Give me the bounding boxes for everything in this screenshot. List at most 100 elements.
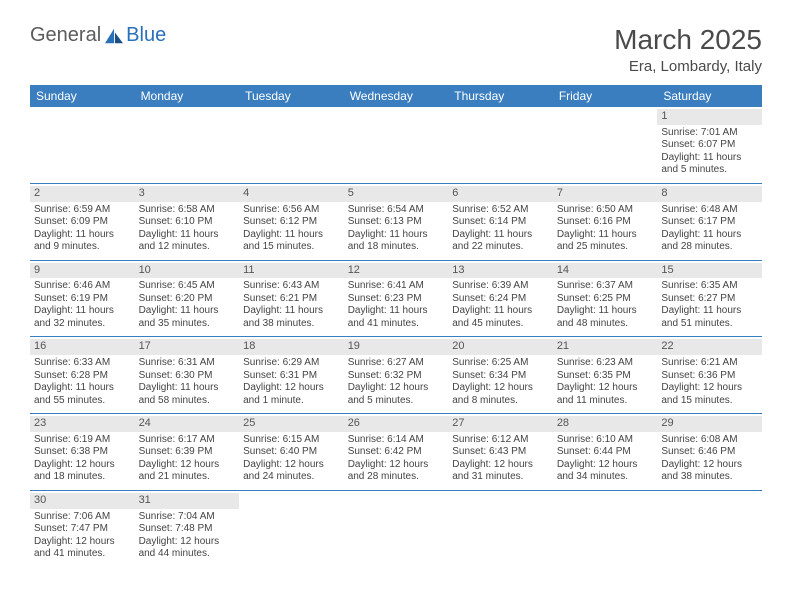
sunrise-text: Sunrise: 6:39 AM xyxy=(452,280,549,293)
daylight-text: Daylight: 12 hours and 11 minutes. xyxy=(557,382,654,407)
sunrise-text: Sunrise: 6:21 AM xyxy=(661,357,758,370)
day-number: 10 xyxy=(135,263,240,279)
calendar-cell xyxy=(448,107,553,183)
sunset-text: Sunset: 6:36 PM xyxy=(661,370,758,383)
calendar-week-row: 9Sunrise: 6:46 AMSunset: 6:19 PMDaylight… xyxy=(30,260,762,337)
sunset-text: Sunset: 6:10 PM xyxy=(139,216,236,229)
day-number: 13 xyxy=(448,263,553,279)
weekday-header: Tuesday xyxy=(239,85,344,107)
calendar-cell: 24 Sunrise: 6:17 AMSunset: 6:39 PMDayligh… xyxy=(135,414,240,491)
sunrise-text: Sunrise: 6:52 AM xyxy=(452,204,549,217)
sunrise-text: Sunrise: 6:41 AM xyxy=(348,280,445,293)
daylight-text: Daylight: 11 hours and 41 minutes. xyxy=(348,305,445,330)
sunrise-text: Sunrise: 6:43 AM xyxy=(243,280,340,293)
sunrise-text: Sunrise: 6:59 AM xyxy=(34,204,131,217)
sunset-text: Sunset: 6:17 PM xyxy=(661,216,758,229)
daylight-text: Daylight: 11 hours and 45 minutes. xyxy=(452,305,549,330)
day-number: 22 xyxy=(657,339,762,355)
logo: GeneralBlue xyxy=(30,24,166,47)
calendar-cell: 20Sunrise: 6:25 AMSunset: 6:34 PMDayligh… xyxy=(448,337,553,414)
daylight-text: Daylight: 11 hours and 28 minutes. xyxy=(661,229,758,254)
calendar-cell: 9Sunrise: 6:46 AMSunset: 6:19 PMDaylight… xyxy=(30,260,135,337)
sunset-text: Sunset: 6:27 PM xyxy=(661,293,758,306)
calendar-cell: 22Sunrise: 6:21 AMSunset: 6:36 PMDayligh… xyxy=(657,337,762,414)
sunset-text: Sunset: 6:30 PM xyxy=(139,370,236,383)
daylight-text: Daylight: 11 hours and 48 minutes. xyxy=(557,305,654,330)
sunset-text: Sunset: 6:19 PM xyxy=(34,293,131,306)
sunrise-text: Sunrise: 6:10 AM xyxy=(557,434,654,447)
daylight-text: Daylight: 12 hours and 38 minutes. xyxy=(661,459,758,484)
calendar-week-row: 16Sunrise: 6:33 AMSunset: 6:28 PMDayligh… xyxy=(30,337,762,414)
sunset-text: Sunset: 6:39 PM xyxy=(139,446,236,459)
calendar-week-row: 2Sunrise: 6:59 AMSunset: 6:09 PMDaylight… xyxy=(30,183,762,260)
weekday-header: Saturday xyxy=(657,85,762,107)
sunrise-text: Sunrise: 7:04 AM xyxy=(139,511,236,524)
sunrise-text: Sunrise: 6:29 AM xyxy=(243,357,340,370)
sunrise-text: Sunrise: 6:23 AM xyxy=(557,357,654,370)
daylight-text: Daylight: 11 hours and 5 minutes. xyxy=(661,152,758,177)
weekday-header: Monday xyxy=(135,85,240,107)
daylight-text: Daylight: 11 hours and 18 minutes. xyxy=(348,229,445,254)
weekday-header-row: Sunday Monday Tuesday Wednesday Thursday… xyxy=(30,85,762,107)
calendar-cell: 17Sunrise: 6:31 AMSunset: 6:30 PMDayligh… xyxy=(135,337,240,414)
daylight-text: Daylight: 12 hours and 34 minutes. xyxy=(557,459,654,484)
location-subtitle: Era, Lombardy, Italy xyxy=(614,58,762,75)
sunset-text: Sunset: 6:38 PM xyxy=(34,446,131,459)
calendar-cell: 6Sunrise: 6:52 AMSunset: 6:14 PMDaylight… xyxy=(448,183,553,260)
sunrise-text: Sunrise: 6:31 AM xyxy=(139,357,236,370)
calendar-cell: 4Sunrise: 6:56 AMSunset: 6:12 PMDaylight… xyxy=(239,183,344,260)
weekday-header: Thursday xyxy=(448,85,553,107)
day-number: 17 xyxy=(135,339,240,355)
calendar-cell: 19Sunrise: 6:27 AMSunset: 6:32 PMDayligh… xyxy=(344,337,449,414)
sunrise-text: Sunrise: 6:19 AM xyxy=(34,434,131,447)
calendar-cell xyxy=(239,107,344,183)
daylight-text: Daylight: 11 hours and 25 minutes. xyxy=(557,229,654,254)
sunrise-text: Sunrise: 6:37 AM xyxy=(557,280,654,293)
sunset-text: Sunset: 6:25 PM xyxy=(557,293,654,306)
sunrise-text: Sunrise: 6:50 AM xyxy=(557,204,654,217)
sunrise-text: Sunrise: 7:01 AM xyxy=(661,127,758,140)
sunrise-text: Sunrise: 6:17 AM xyxy=(139,434,236,447)
calendar-cell xyxy=(553,490,658,566)
sunrise-text: Sunrise: 6:12 AM xyxy=(452,434,549,447)
calendar-cell: 23Sunrise: 6:19 AMSunset: 6:38 PMDayligh… xyxy=(30,414,135,491)
sunset-text: Sunset: 6:14 PM xyxy=(452,216,549,229)
daylight-text: Daylight: 12 hours and 5 minutes. xyxy=(348,382,445,407)
calendar-cell: 29Sunrise: 6:08 AMSunset: 6:46 PMDayligh… xyxy=(657,414,762,491)
sunrise-text: Sunrise: 6:08 AM xyxy=(661,434,758,447)
day-number: 24 xyxy=(135,416,240,432)
sunrise-text: Sunrise: 6:35 AM xyxy=(661,280,758,293)
day-number: 31 xyxy=(135,493,240,509)
calendar-cell: 7Sunrise: 6:50 AMSunset: 6:16 PMDaylight… xyxy=(553,183,658,260)
sunrise-text: Sunrise: 6:46 AM xyxy=(34,280,131,293)
calendar-cell: 21Sunrise: 6:23 AMSunset: 6:35 PMDayligh… xyxy=(553,337,658,414)
sunrise-text: Sunrise: 6:45 AM xyxy=(139,280,236,293)
sunset-text: Sunset: 6:23 PM xyxy=(348,293,445,306)
sunrise-text: Sunrise: 6:33 AM xyxy=(34,357,131,370)
calendar-cell: 13Sunrise: 6:39 AMSunset: 6:24 PMDayligh… xyxy=(448,260,553,337)
daylight-text: Daylight: 12 hours and 21 minutes. xyxy=(139,459,236,484)
calendar-cell: 12Sunrise: 6:41 AMSunset: 6:23 PMDayligh… xyxy=(344,260,449,337)
day-number: 9 xyxy=(30,263,135,279)
day-number: 11 xyxy=(239,263,344,279)
calendar-week-row: 30Sunrise: 7:06 AMSunset: 7:47 PMDayligh… xyxy=(30,490,762,566)
calendar-cell: 16Sunrise: 6:33 AMSunset: 6:28 PMDayligh… xyxy=(30,337,135,414)
sunset-text: Sunset: 6:34 PM xyxy=(452,370,549,383)
sunrise-text: Sunrise: 6:56 AM xyxy=(243,204,340,217)
calendar-cell: 2Sunrise: 6:59 AMSunset: 6:09 PMDaylight… xyxy=(30,183,135,260)
day-number: 20 xyxy=(448,339,553,355)
sunset-text: Sunset: 6:46 PM xyxy=(661,446,758,459)
day-number: 23 xyxy=(30,416,135,432)
sunset-text: Sunset: 6:31 PM xyxy=(243,370,340,383)
sunset-text: Sunset: 6:42 PM xyxy=(348,446,445,459)
daylight-text: Daylight: 11 hours and 32 minutes. xyxy=(34,305,131,330)
daylight-text: Daylight: 11 hours and 35 minutes. xyxy=(139,305,236,330)
daylight-text: Daylight: 12 hours and 8 minutes. xyxy=(452,382,549,407)
day-number: 3 xyxy=(135,186,240,202)
calendar-cell: 27Sunrise: 6:12 AMSunset: 6:43 PMDayligh… xyxy=(448,414,553,491)
day-number: 6 xyxy=(448,186,553,202)
daylight-text: Daylight: 11 hours and 38 minutes. xyxy=(243,305,340,330)
calendar-cell: 1Sunrise: 7:01 AMSunset: 6:07 PMDaylight… xyxy=(657,107,762,183)
calendar-cell: 11Sunrise: 6:43 AMSunset: 6:21 PMDayligh… xyxy=(239,260,344,337)
sunset-text: Sunset: 7:47 PM xyxy=(34,523,131,536)
